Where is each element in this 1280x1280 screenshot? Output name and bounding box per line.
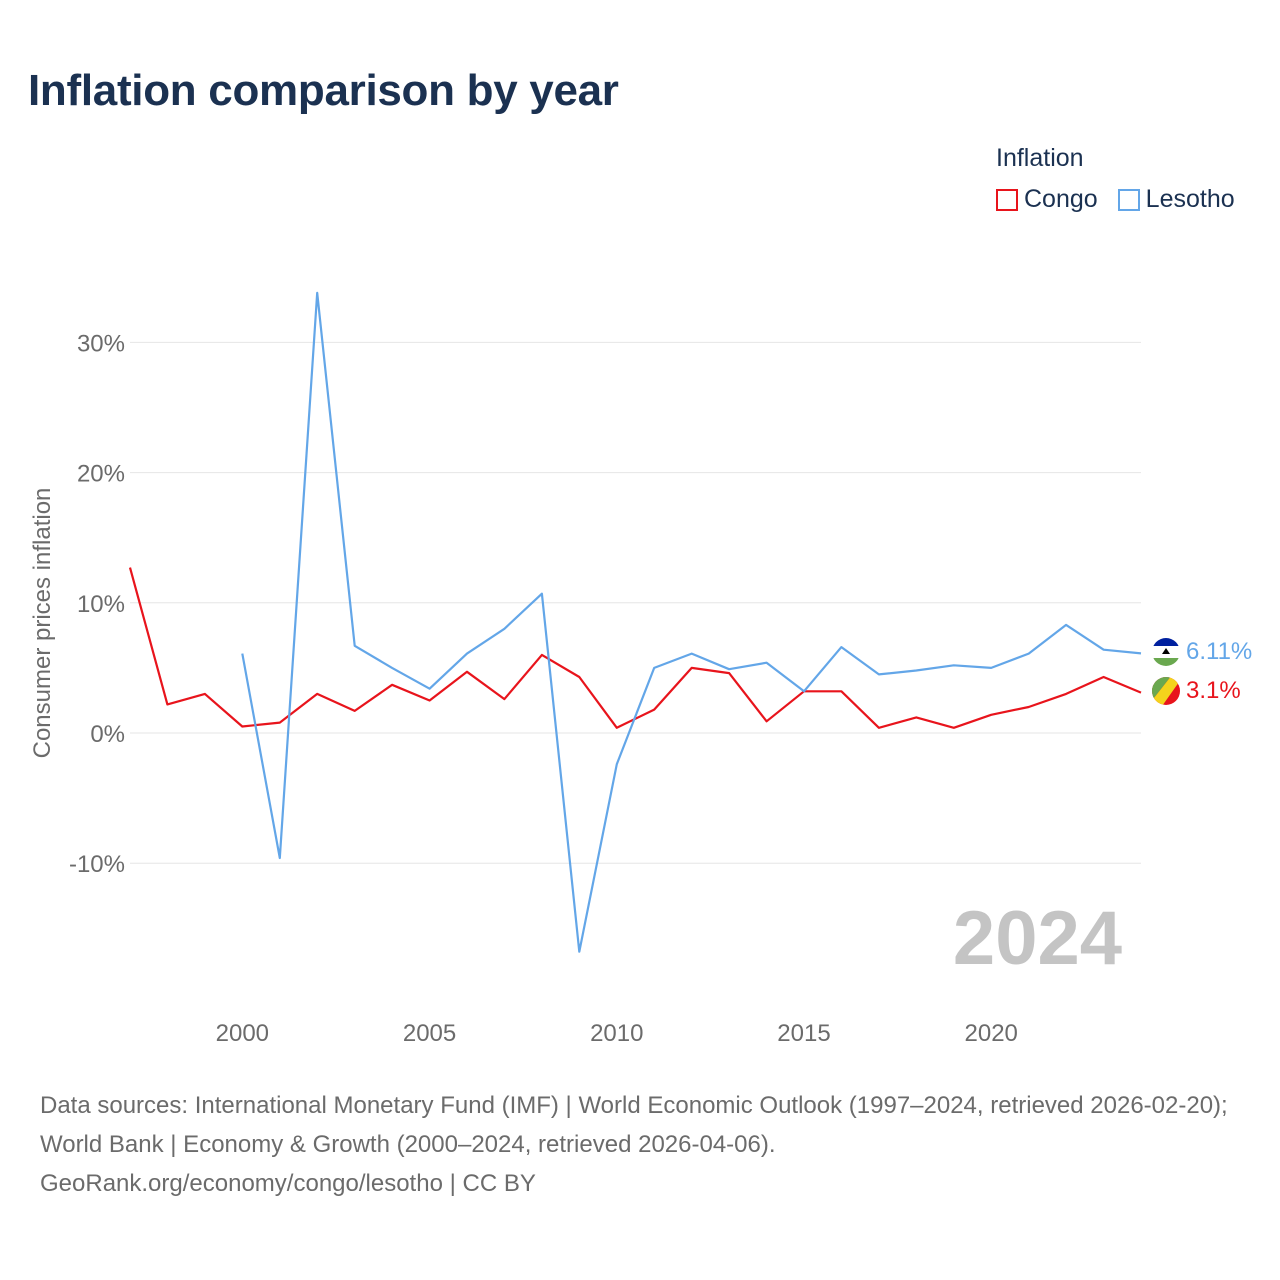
year-watermark: 2024	[953, 896, 1122, 981]
footer: Data sources: International Monetary Fun…	[40, 1086, 1250, 1203]
lesotho-flag-icon	[1152, 638, 1180, 666]
y-tick-label: 0%	[90, 721, 125, 748]
gridlines	[130, 341, 1141, 864]
legend-title: Inflation	[996, 144, 1084, 172]
x-tick-label: 2020	[965, 1020, 1018, 1047]
legend-label-congo: Congo	[1024, 185, 1098, 213]
congo-flag-icon	[1152, 677, 1180, 705]
series-line-congo	[128, 567, 1142, 729]
legend-swatch-lesotho	[1117, 188, 1140, 211]
series-line-lesotho	[241, 291, 1142, 953]
legend: Congo Lesotho	[996, 185, 1255, 214]
x-tick-label: 2015	[777, 1020, 830, 1047]
y-tick-label: 20%	[77, 461, 125, 488]
legend-swatch-congo	[996, 188, 1018, 211]
legend-item-lesotho[interactable]: Lesotho	[1117, 185, 1235, 214]
legend-label-lesotho: Lesotho	[1145, 185, 1235, 213]
y-tick-label: -10%	[69, 851, 125, 878]
series-lines	[128, 291, 1142, 953]
x-axis-ticks: 2000 2005 2010 2015 2020	[216, 1020, 1018, 1047]
data-sources-text: Data sources: International Monetary Fun…	[40, 1092, 1228, 1158]
y-axis-label: Consumer prices inflation	[29, 488, 56, 759]
credit-link[interactable]: GeoRank.org/economy/congo/lesotho | CC B…	[40, 1170, 536, 1197]
end-label-congo: 3.1%	[1186, 677, 1241, 704]
y-axis-ticks: -10% 0% 10% 20% 30%	[69, 330, 125, 878]
y-tick-label: 30%	[77, 330, 125, 357]
chart-title: Inflation comparison by year	[28, 66, 619, 115]
end-label-lesotho: 6.11%	[1186, 638, 1252, 665]
y-tick-label: 10%	[77, 591, 125, 618]
x-tick-label: 2010	[590, 1020, 643, 1047]
x-tick-label: 2000	[216, 1020, 269, 1047]
legend-item-congo[interactable]: Congo	[996, 185, 1098, 214]
x-tick-label: 2005	[403, 1020, 456, 1047]
